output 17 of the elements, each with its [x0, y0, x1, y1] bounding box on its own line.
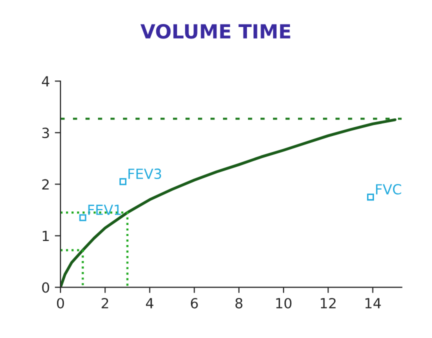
x-tick-label: 10 — [276, 298, 292, 308]
chart-title: VOLUME TIME — [140, 24, 290, 39]
y-tick-label: 1 — [42, 230, 49, 242]
annotation: FEV1 — [88, 204, 121, 215]
y-tick-label: 0 — [42, 282, 50, 293]
x-tick-label: 8 — [235, 298, 242, 308]
annotation: FEV3 — [128, 168, 162, 180]
x-tick-label: 4 — [146, 298, 154, 308]
x-tick-label: 12 — [320, 298, 336, 308]
y-tick-label: 4 — [42, 76, 50, 86]
x-tick-label: 14 — [365, 298, 381, 308]
y-tick-label: 2 — [42, 179, 49, 190]
x-tick-label: 2 — [102, 298, 108, 308]
x-tick-label: 6 — [190, 298, 198, 308]
y-tick-label: 3 — [42, 128, 49, 138]
x-tick-label: 0 — [56, 298, 64, 308]
annotation: FVC — [376, 184, 402, 195]
